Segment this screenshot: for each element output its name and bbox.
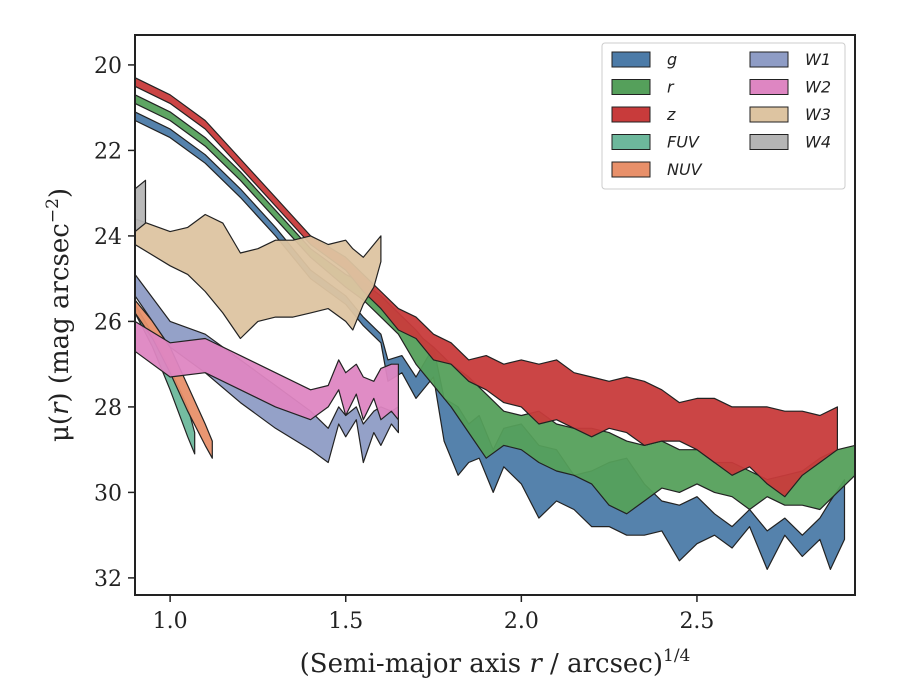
legend-label-r: r [667, 78, 675, 97]
x-tick-label: 2.0 [504, 609, 539, 634]
legend-label-w4: W4 [805, 133, 831, 152]
plot-frame [134, 34, 856, 596]
legend-label-fuv: FUV [667, 133, 700, 152]
legend-label-g: g [667, 50, 677, 69]
legend-label-z: z [666, 105, 676, 124]
y-tick-label: 28 [94, 396, 122, 421]
axis-ticks: 1.0 1.5 2.0 2.5 20 22 24 26 28 30 32 [94, 54, 714, 634]
legend-label-nuv: NUV [667, 160, 703, 179]
y-tick-label: 26 [94, 310, 122, 335]
area-z [135, 77, 839, 498]
legend-swatch-w1 [749, 51, 789, 68]
legend: grz FUV NUV W1 W2 W3 W4 [601, 42, 846, 190]
x-axis-label: (Semi-major axis r / arcsec)1/4 [300, 646, 691, 679]
legend-swatch-g [611, 51, 651, 68]
y-tick-label: 32 [94, 567, 122, 592]
x-tick-label: 1.5 [328, 609, 363, 634]
legend-swatch-w3 [749, 106, 789, 123]
y-tick-label: 30 [94, 481, 122, 506]
series-areas [135, 77, 855, 571]
y-tick-label: 24 [94, 225, 122, 250]
legend-label-w2: W2 [805, 78, 831, 97]
legend-swatch-fuv [611, 134, 651, 150]
legend-label-w1: W1 [805, 50, 831, 69]
y-tick-label: 22 [94, 139, 122, 164]
legend-label-w3: W3 [805, 105, 831, 124]
legend-swatch-w4 [749, 134, 789, 150]
legend-swatch-nuv [611, 161, 651, 178]
legend-swatch-w2 [749, 79, 789, 95]
area-w4 [135, 179, 147, 233]
y-axis-label: μ(r) (mag arcsec−2) [43, 188, 75, 442]
y-tick-label: 20 [94, 54, 122, 79]
area-w2 [135, 320, 399, 421]
x-tick-label: 1.0 [153, 609, 188, 634]
legend-swatch-r [611, 79, 651, 95]
area-w3 [135, 213, 382, 340]
x-tick-label: 2.5 [679, 609, 714, 634]
legend-swatch-z [611, 106, 651, 123]
